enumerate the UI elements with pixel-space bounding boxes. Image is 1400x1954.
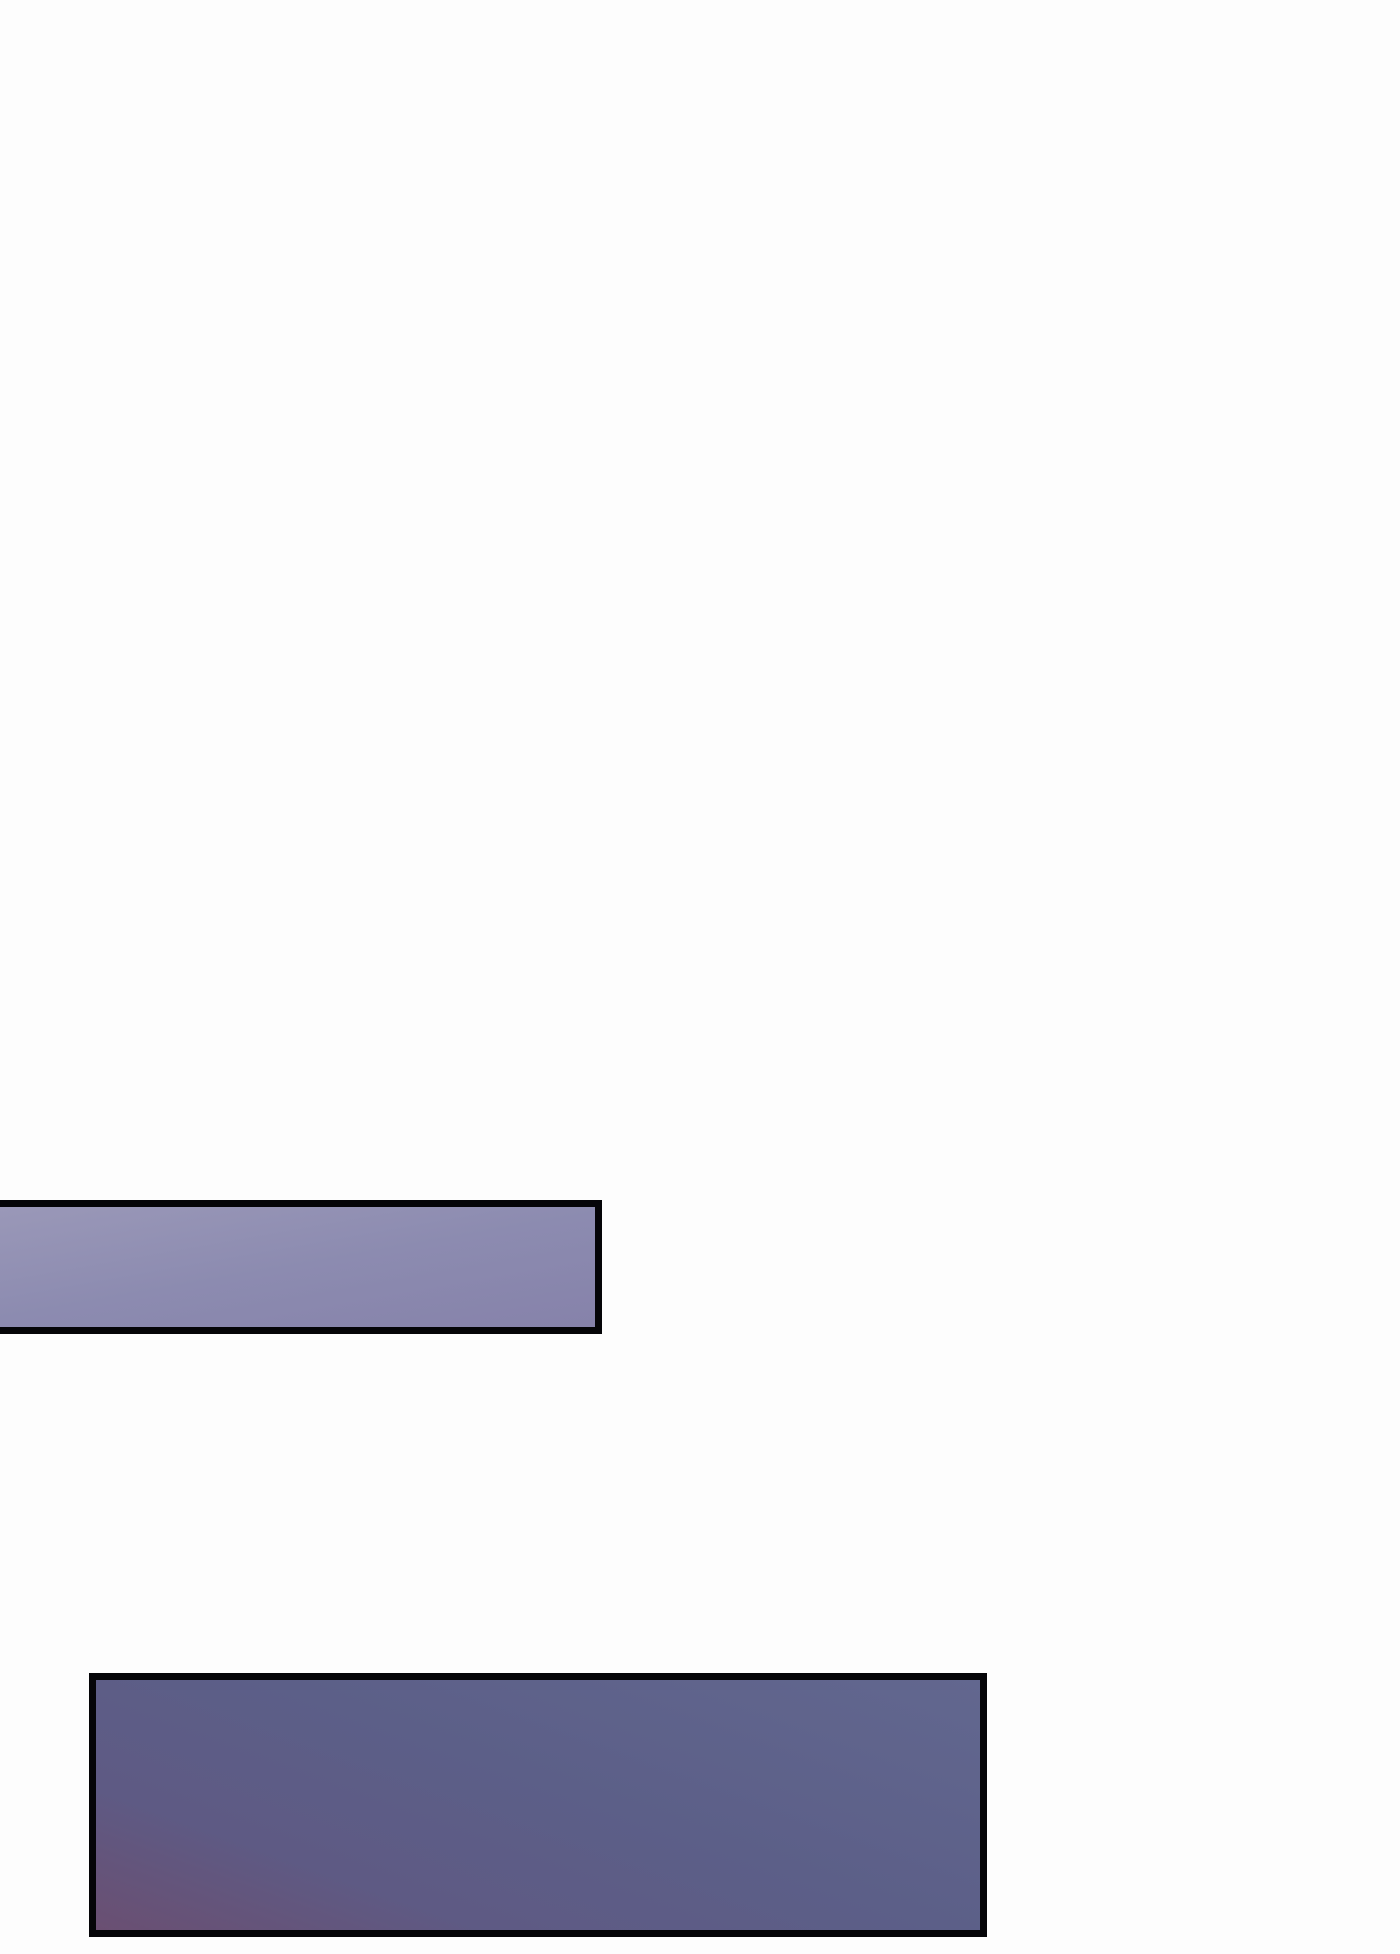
lower-box-shape: [89, 1673, 987, 1937]
upper-bar-shape: [0, 1200, 602, 1334]
